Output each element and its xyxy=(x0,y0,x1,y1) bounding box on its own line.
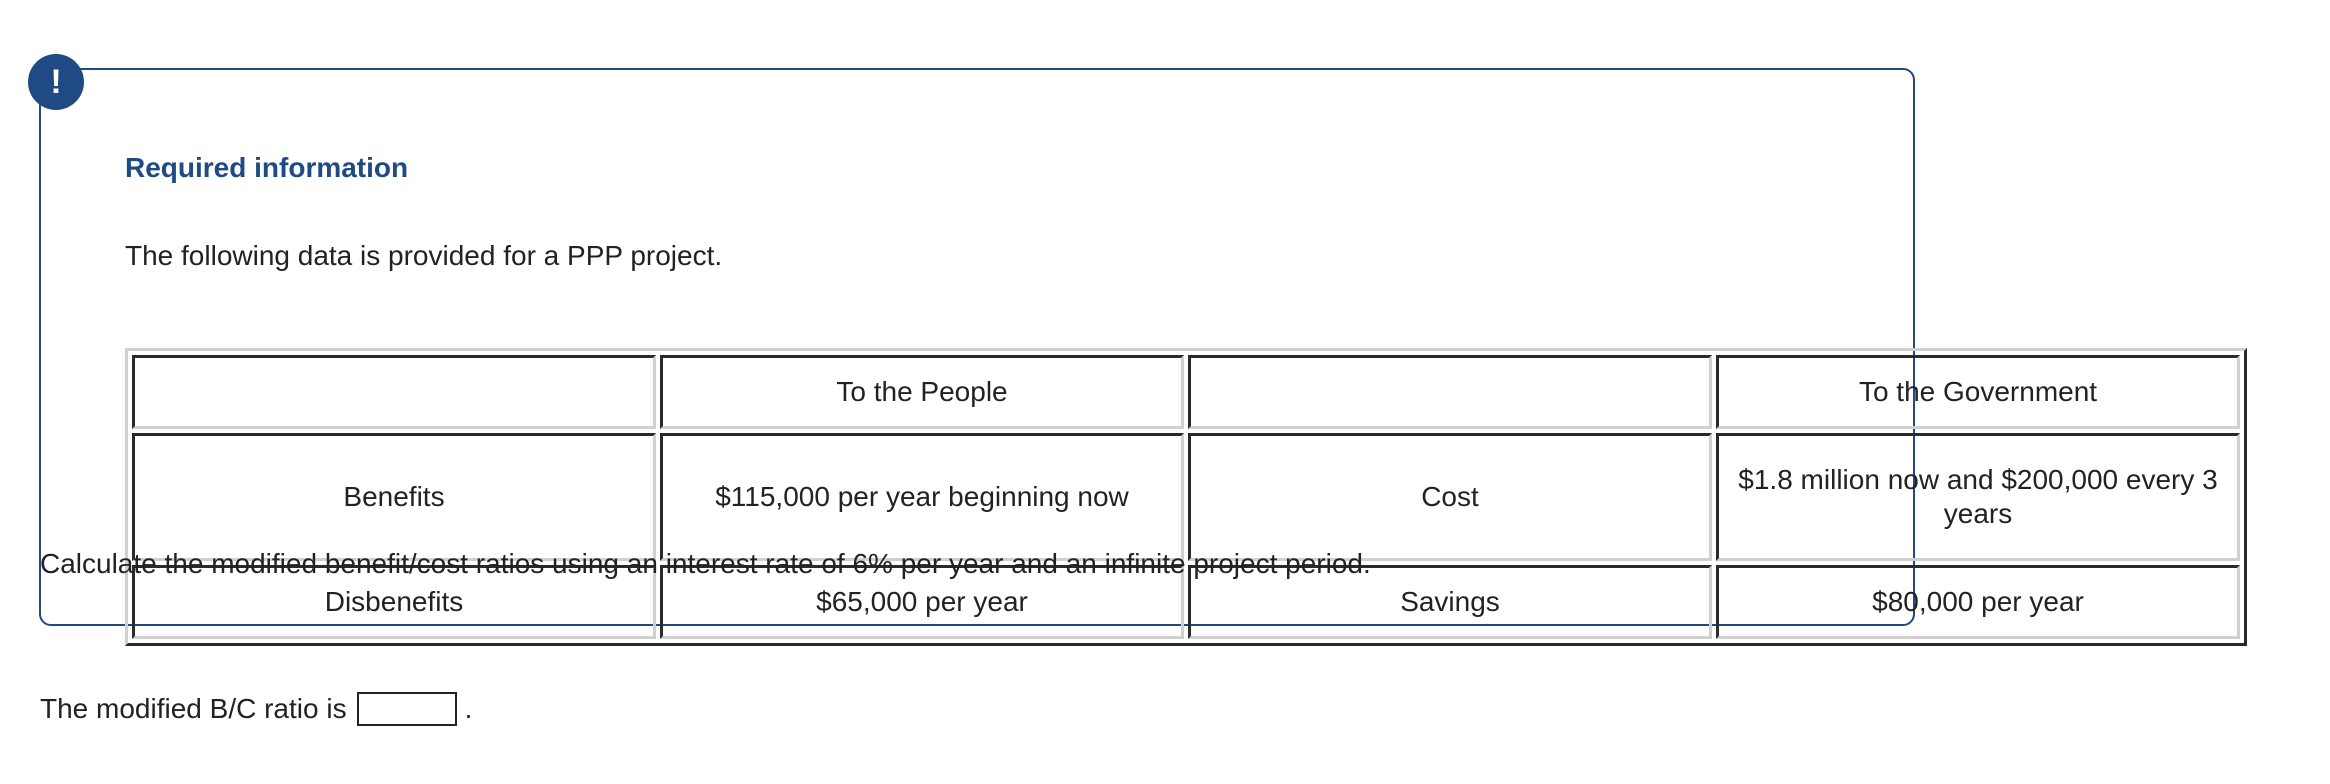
answer-row: The modified B/C ratio is . xyxy=(40,692,472,726)
table-cell: To the People xyxy=(660,355,1184,429)
table-cell: $115,000 per year beginning now xyxy=(660,433,1184,561)
alert-icon: ! xyxy=(28,54,84,110)
table-cell: To the Government xyxy=(1716,355,2240,429)
table-cell xyxy=(132,355,656,429)
table-cell: Disbenefits xyxy=(132,565,656,639)
table-row: Benefits $115,000 per year beginning now… xyxy=(132,433,2240,561)
data-table: To the People To the Government Benefits… xyxy=(125,348,2247,646)
table-cell: Cost xyxy=(1188,433,1712,561)
table-cell: Benefits xyxy=(132,433,656,561)
panel-heading: Required information xyxy=(125,152,409,183)
table-cell: $1.8 million now and $200,000 every 3 ye… xyxy=(1716,433,2240,561)
bc-ratio-input[interactable] xyxy=(356,692,457,726)
table-cell: $65,000 per year xyxy=(660,565,1184,639)
table-row: To the People To the Government xyxy=(132,355,2240,429)
question-text: Calculate the modified benefit/cost rati… xyxy=(40,548,1371,579)
table-cell: Savings xyxy=(1188,565,1712,639)
table-row: Disbenefits $65,000 per year Savings $80… xyxy=(132,565,2240,639)
answer-label: The modified B/C ratio is xyxy=(40,693,347,724)
answer-suffix: . xyxy=(464,693,473,724)
required-information-panel xyxy=(39,68,1915,626)
table-cell xyxy=(1188,355,1712,429)
intro-text: The following data is provided for a PPP… xyxy=(125,240,723,271)
table-cell: $80,000 per year xyxy=(1716,565,2240,639)
